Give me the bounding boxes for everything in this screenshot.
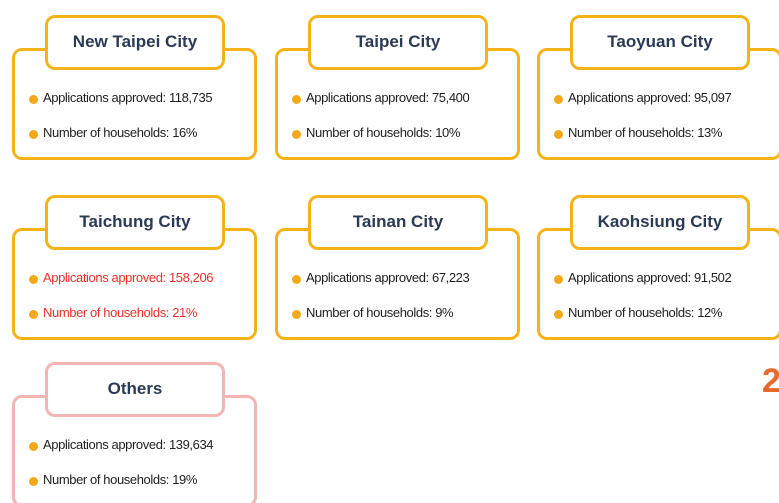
card-item: Applications approved: 95,097 (568, 90, 732, 105)
bullet (29, 477, 38, 486)
card-item: Applications approved: 91,502 (568, 270, 732, 285)
bullet (29, 130, 38, 139)
bullet (29, 95, 38, 104)
bullet (554, 275, 563, 284)
card-title: Taichung City (45, 195, 225, 250)
card-item: Number of households: 16% (43, 125, 198, 140)
card-item: Number of households: 10% (306, 125, 461, 140)
card-item: Number of households: 21% (43, 305, 198, 320)
bullet (292, 130, 301, 139)
bullet (554, 310, 563, 319)
bullet (554, 130, 563, 139)
card-title: Others (45, 362, 225, 417)
card-title: Kaohsiung City (570, 195, 750, 250)
card-item: Applications approved: 67,223 (306, 270, 470, 285)
bullet (292, 275, 301, 284)
card-item: Number of households: 9% (306, 305, 454, 320)
card-title: Tainan City (308, 195, 488, 250)
bullet (29, 310, 38, 319)
bullet (292, 310, 301, 319)
card-item: Applications approved: 158,206 (43, 270, 214, 285)
bullet (292, 95, 301, 104)
card-item: Applications approved: 139,634 (43, 437, 214, 452)
card-item: Number of households: 12% (568, 305, 723, 320)
bullet (29, 275, 38, 284)
card-item: Number of households: 19% (43, 472, 198, 487)
card-title: New Taipei City (45, 15, 225, 70)
card-item: Applications approved: 75,400 (306, 90, 470, 105)
cut-off-number: 2 (762, 362, 779, 400)
card-item: Applications approved: 118,735 (43, 90, 213, 105)
bullet (554, 95, 563, 104)
card-title: Taoyuan City (570, 15, 750, 70)
bullet (29, 442, 38, 451)
card-title: Taipei City (308, 15, 488, 70)
card-item: Number of households: 13% (568, 125, 723, 140)
